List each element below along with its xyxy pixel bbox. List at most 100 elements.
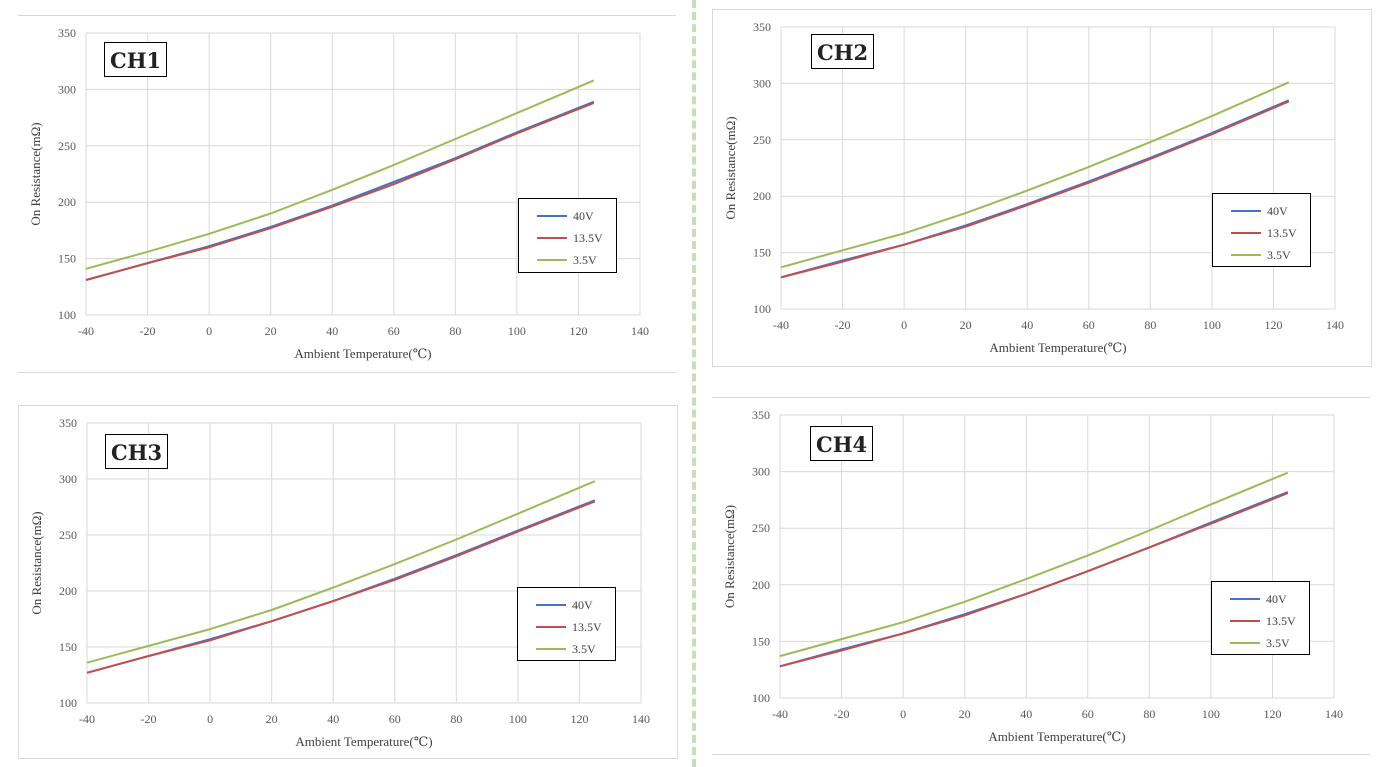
x-axis-label: Ambient Temperature(℃) [294, 346, 431, 361]
y-axis-label: On Resistance(mΩ) [723, 116, 738, 219]
y-tick-label: 350 [58, 26, 76, 40]
legend-item-13-5v: 13.5V [518, 616, 615, 638]
x-tick-label: 80 [1144, 318, 1156, 332]
y-tick-label: 150 [753, 246, 771, 260]
legend-label: 13.5V [1267, 225, 1297, 240]
legend-swatch [1230, 598, 1260, 600]
chart-title: CH2 [811, 34, 875, 69]
legend-swatch [1231, 210, 1261, 212]
y-tick-label: 150 [59, 640, 77, 654]
x-tick-label: 80 [1143, 707, 1155, 721]
x-tick-label: -40 [772, 707, 788, 721]
series-line-13-5v [86, 500, 596, 674]
chart-title: CH1 [104, 42, 168, 77]
x-tick-label: 120 [570, 712, 588, 726]
x-tick-label: 100 [1202, 707, 1220, 721]
y-axis-label: On Resistance(mΩ) [722, 505, 737, 608]
y-tick-label: 200 [753, 189, 771, 203]
x-tick-label: 40 [1020, 707, 1032, 721]
y-tick-label: 100 [59, 696, 77, 710]
legend-swatch [537, 237, 567, 239]
x-tick-label: 0 [206, 324, 212, 338]
x-tick-label: 100 [508, 324, 526, 338]
y-tick-label: 350 [753, 20, 771, 34]
legend-item-40v: 40V [518, 594, 615, 616]
legend-item-13-5v: 13.5V [1212, 610, 1309, 632]
y-tick-label: 100 [752, 691, 770, 705]
x-tick-label: 60 [1083, 318, 1095, 332]
x-tick-label: 100 [1203, 318, 1221, 332]
legend-swatch [537, 215, 567, 217]
y-axis-label: On Resistance(mΩ) [28, 122, 43, 225]
legend-swatch [1231, 254, 1261, 256]
legend-item-3-5v: 3.5V [1213, 244, 1310, 266]
x-tick-label: 120 [569, 324, 587, 338]
x-tick-label: -40 [773, 318, 789, 332]
x-tick-label: 20 [266, 712, 278, 726]
x-tick-label: 20 [959, 707, 971, 721]
x-tick-label: 60 [1082, 707, 1094, 721]
x-tick-label: 120 [1264, 318, 1282, 332]
y-tick-label: 200 [752, 578, 770, 592]
legend-item-13-5v: 13.5V [1213, 222, 1310, 244]
y-tick-label: 100 [753, 302, 771, 316]
x-tick-label: -20 [140, 324, 156, 338]
chart-ch2: -40 -20 0 20 40 60 80 100 120 140 100 150 200 250 300 3… [723, 20, 1344, 355]
chart-panel-ch1: -40 -20 0 20 40 60 80 100 120 140 100 150 200 250 300 3… [18, 15, 676, 373]
x-tick-label: 0 [900, 707, 906, 721]
series-line-13-5v [85, 101, 595, 281]
legend-swatch [1231, 232, 1261, 234]
x-tick-label: 80 [449, 324, 461, 338]
x-tick-label: 100 [509, 712, 527, 726]
y-tick-label: 300 [58, 82, 76, 96]
x-tick-label: 0 [207, 712, 213, 726]
chart-panel-ch3: -40 -20 0 20 40 60 80 100 120 140 100 150 200 250 300 3… [18, 405, 678, 759]
legend-label: 13.5V [573, 230, 603, 245]
y-tick-label: 300 [59, 472, 77, 486]
legend-swatch [536, 648, 566, 650]
y-axis-label: On Resistance(mΩ) [29, 511, 44, 614]
x-tick-label: 140 [632, 712, 650, 726]
legend-label: 13.5V [1266, 613, 1296, 628]
x-tick-label: -20 [141, 712, 157, 726]
series-line-13-5v [779, 492, 1289, 668]
x-tick-label: 80 [450, 712, 462, 726]
y-tick-label: 350 [752, 408, 770, 422]
y-tick-label: 350 [59, 416, 77, 430]
legend-label: 3.5V [1266, 635, 1290, 650]
x-tick-label: -40 [79, 712, 95, 726]
legend-swatch [1230, 620, 1260, 622]
legend-item-3-5v: 3.5V [519, 249, 616, 271]
legend-item-3-5v: 3.5V [518, 638, 615, 660]
legend-label: 40V [572, 597, 593, 612]
y-tick-label: 300 [752, 465, 770, 479]
chart-ch3: -40 -20 0 20 40 60 80 100 120 140 100 150 200 250 300 3… [29, 416, 650, 749]
x-tick-label: -20 [835, 318, 851, 332]
legend: 40V 13.5V 3.5V [518, 198, 617, 273]
chart-panel-ch4: -40 -20 0 20 40 60 80 100 120 140 100 150 200 250 300 3… [712, 397, 1370, 755]
chart-title: CH4 [810, 426, 874, 461]
legend-label: 3.5V [572, 641, 596, 656]
x-axis-label: Ambient Temperature(℃) [988, 729, 1125, 744]
x-axis-label: Ambient Temperature(℃) [989, 340, 1126, 355]
legend-item-40v: 40V [1213, 200, 1310, 222]
y-tick-label: 150 [752, 634, 770, 648]
chart-title: CH3 [105, 434, 169, 469]
y-tick-label: 250 [753, 133, 771, 147]
legend-item-40v: 40V [1212, 588, 1309, 610]
legend-item-13-5v: 13.5V [519, 227, 616, 249]
x-tick-label: 60 [388, 324, 400, 338]
legend: 40V 13.5V 3.5V [517, 587, 616, 661]
y-tick-label: 250 [58, 139, 76, 153]
x-tick-label: 140 [1326, 318, 1344, 332]
series-line-3-5v [780, 81, 1290, 269]
x-tick-label: 20 [960, 318, 972, 332]
x-tick-label: 20 [265, 324, 277, 338]
y-tick-label: 200 [59, 584, 77, 598]
legend-label: 40V [1267, 203, 1288, 218]
legend-label: 3.5V [573, 252, 597, 267]
x-tick-label: 120 [1263, 707, 1281, 721]
x-tick-label: 140 [1325, 707, 1343, 721]
x-tick-label: 140 [631, 324, 649, 338]
series-line-3-5v [779, 471, 1289, 658]
